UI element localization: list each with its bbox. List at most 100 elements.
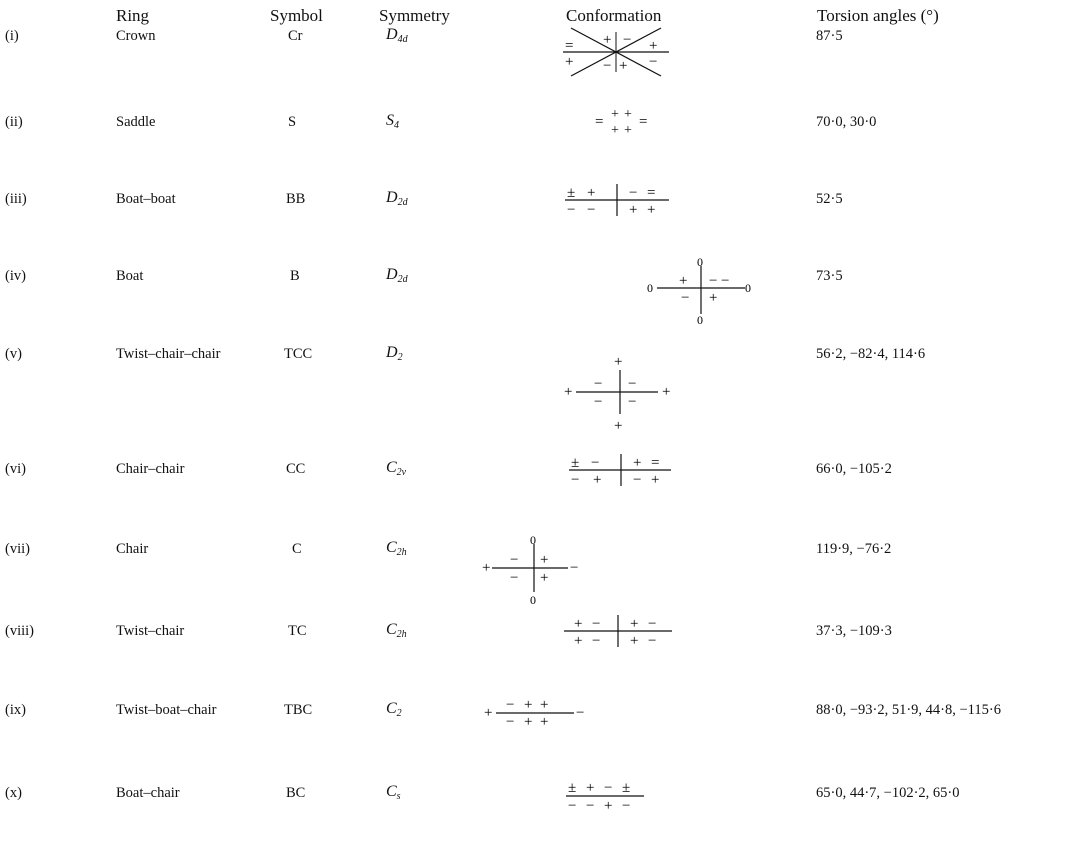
- svg-text:−: −: [587, 202, 595, 218]
- svg-text:0: 0: [647, 281, 653, 295]
- svg-text:+: +: [586, 780, 594, 796]
- svg-text:−: −: [576, 705, 584, 721]
- svg-text:0: 0: [530, 593, 536, 607]
- ring-name: Twist–chair: [116, 623, 185, 639]
- svg-text:−: −: [604, 780, 612, 796]
- conformation-diagram-twist-boat-chair: + − + + − + + −: [484, 697, 584, 730]
- svg-text:+: +: [633, 455, 641, 471]
- ring-symbol: BC: [286, 785, 306, 801]
- row-index: (viii): [5, 623, 34, 639]
- svg-text:0: 0: [697, 313, 703, 327]
- svg-text:−: −: [592, 633, 600, 649]
- svg-text:−: −: [506, 697, 514, 713]
- svg-text:−: −: [571, 472, 579, 488]
- conformation-diagram-boat-chair: ± + − ± − − + −: [566, 780, 644, 814]
- ring-symbol: B: [290, 268, 300, 284]
- svg-text:+: +: [629, 202, 637, 218]
- svg-text:−: −: [709, 273, 717, 289]
- ring-symbol: C: [292, 541, 302, 557]
- ring-symmetry: D2d: [386, 189, 408, 208]
- svg-text:+: +: [540, 552, 548, 568]
- svg-text:−: −: [648, 616, 656, 632]
- svg-text:−: −: [586, 798, 594, 814]
- svg-text:−: −: [510, 570, 518, 586]
- svg-text:−: −: [592, 616, 600, 632]
- svg-text:−: −: [628, 394, 636, 410]
- torsion-angles: 88·0, −93·2, 51·9, 44·8, −115·6: [816, 702, 1001, 718]
- ring-symbol: BB: [286, 191, 306, 207]
- svg-text:+: +: [619, 58, 627, 74]
- torsion-angles: 119·9, −76·2: [816, 541, 892, 557]
- svg-text:−: −: [681, 290, 689, 306]
- ring-symmetry: D4d: [386, 26, 408, 45]
- svg-text:+: +: [630, 616, 638, 632]
- svg-text:=: =: [639, 114, 647, 130]
- svg-text:+: +: [484, 705, 492, 721]
- ring-name: Boat–chair: [116, 785, 180, 801]
- svg-text:0: 0: [745, 281, 751, 295]
- ring-symbol: S: [288, 114, 297, 130]
- header-symmetry: Symmetry: [379, 6, 450, 25]
- conformation-diagram-crown: + − = + + − − +: [563, 27, 669, 77]
- row-index: (v): [5, 346, 22, 362]
- ring-symbol: TBC: [284, 702, 313, 718]
- svg-text:−: −: [648, 633, 656, 649]
- svg-text:+: +: [611, 123, 619, 138]
- row-index: (vi): [5, 461, 26, 477]
- svg-text:0: 0: [697, 255, 703, 269]
- svg-text:+: +: [614, 354, 622, 370]
- ring-symbol: TC: [288, 623, 307, 639]
- svg-text:+: +: [540, 697, 548, 713]
- svg-text:±: ±: [571, 455, 579, 471]
- row-index: (ix): [5, 702, 26, 718]
- svg-text:−: −: [721, 273, 729, 289]
- svg-text:−: −: [510, 552, 518, 568]
- header-torsion: Torsion angles (°): [817, 6, 939, 25]
- svg-text:+: +: [614, 418, 622, 434]
- ring-symbol: TCC: [284, 346, 313, 362]
- svg-text:+: +: [624, 123, 632, 138]
- svg-text:=: =: [595, 114, 603, 130]
- ring-symmetry: D2: [386, 344, 403, 363]
- conformation-diagram-twist-chair: + − + − + − + −: [564, 615, 672, 649]
- svg-text:+: +: [679, 273, 687, 289]
- svg-text:0: 0: [530, 533, 536, 547]
- svg-text:±: ±: [567, 185, 575, 201]
- torsion-angles: 66·0, −105·2: [816, 461, 892, 477]
- ring-symmetry: D2d: [386, 266, 408, 285]
- svg-text:−: −: [628, 376, 636, 392]
- svg-text:+: +: [574, 633, 582, 649]
- svg-text:−: −: [570, 560, 578, 576]
- ring-symmetry: Cs: [386, 783, 401, 802]
- svg-text:+: +: [630, 633, 638, 649]
- row-index: (iii): [5, 191, 27, 207]
- torsion-angles: 65·0, 44·7, −102·2, 65·0: [816, 785, 960, 801]
- svg-text:+: +: [574, 616, 582, 632]
- ring-name: Crown: [116, 28, 156, 44]
- svg-text:−: −: [633, 472, 641, 488]
- ring-symmetry: S4: [386, 112, 399, 131]
- conformation-diagram-chair: 0 0 + − − + − +: [482, 533, 578, 607]
- ring-name: Twist–chair–chair: [116, 346, 221, 362]
- svg-text:+: +: [649, 38, 657, 54]
- ring-name: Twist–boat–chair: [116, 702, 217, 718]
- svg-text:+: +: [565, 54, 573, 70]
- svg-text:−: −: [623, 32, 631, 48]
- svg-text:+: +: [587, 185, 595, 201]
- svg-text:−: −: [629, 185, 637, 201]
- conformation-diagram-chair-chair: ± − + = − + − +: [569, 454, 671, 488]
- svg-text:+: +: [611, 107, 619, 122]
- svg-text:+: +: [662, 384, 670, 400]
- ring-symmetry: C2: [386, 700, 402, 719]
- ring-symmetry: C2v: [386, 459, 407, 478]
- header-conformation: Conformation: [566, 6, 662, 25]
- ring-name: Saddle: [116, 114, 156, 130]
- ring-symmetry: C2h: [386, 539, 407, 558]
- svg-text:+: +: [603, 32, 611, 48]
- torsion-angles: 52·5: [816, 191, 843, 207]
- svg-text:−: −: [594, 394, 602, 410]
- svg-text:−: −: [568, 798, 576, 814]
- torsion-angles: 70·0, 30·0: [816, 114, 877, 130]
- svg-text:+: +: [624, 107, 632, 122]
- conformation-diagram-saddle: = + + + + =: [595, 107, 647, 138]
